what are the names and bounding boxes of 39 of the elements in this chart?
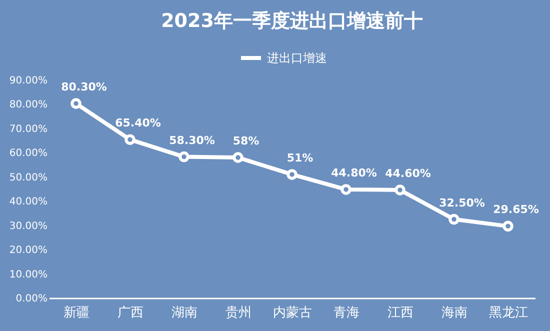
point [502,220,514,232]
data-label: 29.65% [493,203,539,216]
x-tick-label: 新疆 [64,306,90,320]
x-tick-label: 内蒙古 [273,306,312,320]
y-tick-label: 70.00% [9,124,48,135]
y-tick-label: 50.00% [9,172,48,184]
y-tick-label: 10.00% [9,269,48,280]
y-tick-label: 40.00% [9,196,48,208]
point [232,152,244,163]
y-tick-label: 90.00% [9,76,48,86]
data-label: 44.80% [331,166,377,180]
point [394,184,406,196]
point [286,169,298,180]
x-tick-label: 广西 [118,306,144,320]
data-label: 32.50% [439,196,485,210]
point [70,98,82,109]
y-tick-label: 60.00% [9,148,48,160]
data-label: 44.60% [385,166,431,180]
y-tick-label: 0.00% [16,294,48,304]
y-tick-label: 30.00% [9,220,48,232]
x-tick-label: 贵州 [226,306,252,320]
point [340,184,352,195]
y-tick-label: 80.00% [9,100,48,111]
data-label: 58.30% [169,134,215,147]
x-tick-label: 青海 [334,306,360,320]
point [448,214,460,225]
data-label: 65.40% [115,116,161,130]
data-label: 80.30% [61,80,107,94]
point [178,151,190,162]
x-tick-label: 海南 [442,306,468,320]
data-label: 58% [232,134,260,148]
data-label: 51% [286,151,314,164]
legend-label: 进出口增速 [267,51,327,65]
x-tick-label: 黑龙江 [489,306,528,320]
chart-title: 2023年一季度进出口增速前十 [161,10,423,32]
point [124,134,136,145]
x-tick-label: 江西 [388,306,414,320]
y-tick-label: 20.00% [9,245,48,256]
x-tick-label: 湖南 [172,306,198,320]
